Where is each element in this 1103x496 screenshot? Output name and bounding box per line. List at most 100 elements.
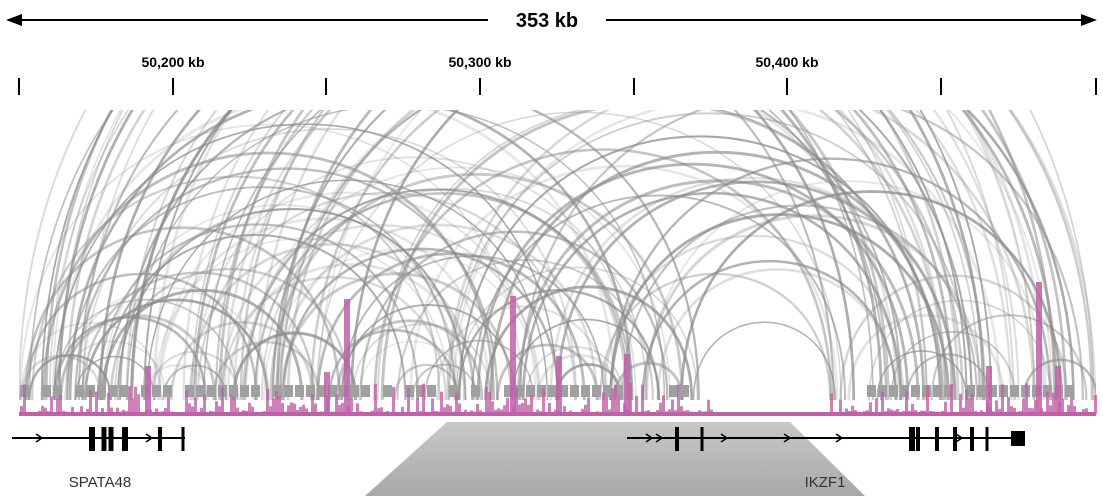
peak (932, 411, 935, 414)
peak (158, 411, 161, 414)
gene-track (12, 427, 1025, 451)
peak (665, 411, 668, 414)
arc (359, 230, 669, 401)
peak (305, 408, 308, 414)
block (515, 385, 524, 397)
arc (271, 110, 973, 401)
block (966, 385, 975, 397)
block (207, 385, 216, 397)
arc (328, 328, 459, 401)
exon (122, 427, 128, 451)
peak (506, 397, 509, 414)
arc (188, 243, 475, 401)
peak (917, 411, 920, 414)
arc (351, 323, 492, 401)
arc (114, 207, 465, 401)
arc (519, 110, 1084, 401)
peak (164, 407, 167, 414)
peak (170, 411, 173, 414)
peak (638, 411, 641, 414)
block (240, 385, 249, 397)
arc (212, 341, 321, 401)
peak (44, 407, 47, 414)
peak (854, 410, 857, 414)
block (977, 385, 986, 397)
peak (527, 404, 530, 414)
block (559, 385, 568, 397)
block (284, 385, 293, 397)
peak (551, 411, 554, 414)
peak (662, 395, 665, 414)
exon (953, 427, 957, 451)
block (1043, 385, 1052, 397)
peak (491, 401, 494, 414)
peak (299, 406, 302, 414)
peak (656, 410, 659, 414)
peak (392, 386, 395, 414)
peak (386, 411, 389, 414)
peak (59, 394, 62, 414)
block (97, 385, 106, 397)
peak (839, 399, 842, 414)
peak (1082, 409, 1085, 414)
peak (41, 405, 44, 414)
peak (47, 411, 50, 414)
arc (218, 110, 1067, 401)
peak (50, 396, 53, 414)
peak (569, 410, 572, 414)
peak (905, 391, 908, 414)
peak (977, 411, 980, 414)
block (900, 385, 909, 397)
peak (80, 406, 83, 414)
block (933, 385, 942, 397)
arc (286, 110, 947, 401)
block (119, 385, 128, 397)
block (416, 385, 425, 397)
block (317, 385, 326, 397)
block (592, 385, 601, 397)
block (152, 385, 161, 397)
peak (620, 411, 623, 414)
arc (253, 192, 633, 401)
arc (103, 233, 407, 401)
peak (443, 407, 446, 414)
exon (89, 427, 95, 451)
peak (422, 383, 425, 414)
peak (128, 386, 131, 414)
peak (884, 411, 887, 414)
exon (675, 427, 679, 451)
block (537, 385, 546, 397)
peak (689, 411, 692, 414)
peak (413, 411, 416, 414)
peak (110, 407, 113, 414)
arc (452, 110, 1002, 401)
block (1065, 385, 1074, 397)
peak (632, 411, 635, 414)
arc (74, 167, 499, 401)
peak (374, 383, 377, 414)
arc (243, 188, 630, 401)
peak (251, 406, 254, 414)
peak (101, 408, 104, 414)
peak (224, 411, 227, 414)
peak (503, 405, 506, 414)
peak (575, 411, 578, 414)
peak (554, 409, 557, 414)
block (911, 385, 920, 397)
peak (857, 411, 860, 414)
peak (209, 410, 212, 414)
peak (296, 409, 299, 414)
peak (272, 398, 275, 414)
peak (875, 398, 878, 414)
arc (373, 148, 833, 401)
block (548, 385, 557, 397)
strand-arrow (783, 433, 792, 443)
peak (320, 411, 323, 414)
peak (983, 411, 986, 414)
arc (930, 314, 1088, 401)
peak (998, 408, 1001, 414)
block (163, 385, 172, 397)
peak (152, 411, 155, 414)
arc (223, 110, 948, 401)
